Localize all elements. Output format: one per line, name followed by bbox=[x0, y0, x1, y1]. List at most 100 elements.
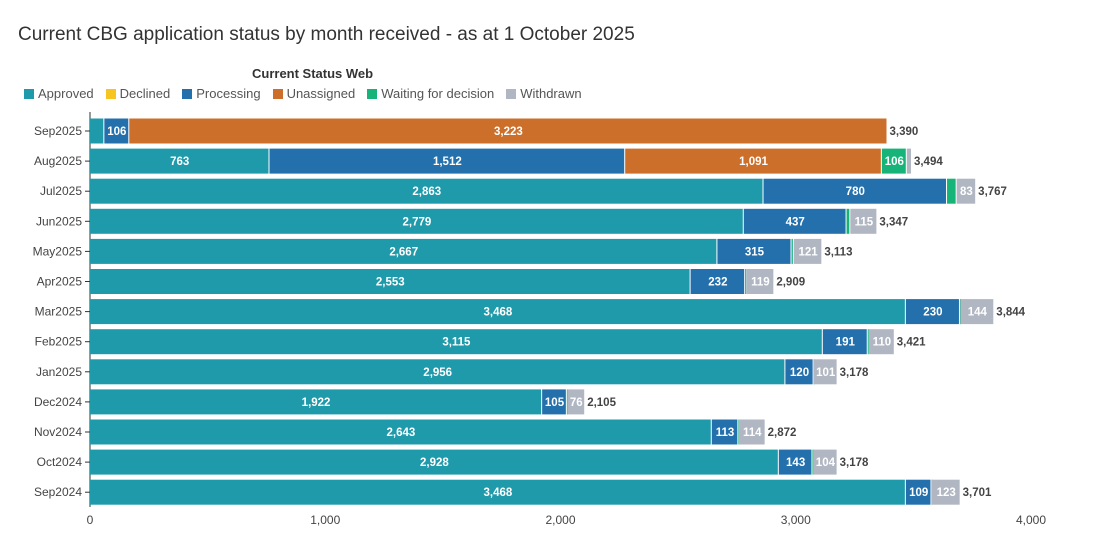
bar-segment-approved bbox=[90, 118, 104, 144]
y-tick-label: Sep2024 bbox=[34, 485, 82, 499]
bar-segment-processing bbox=[542, 389, 566, 415]
bar-segment-waiting-for-decision bbox=[881, 148, 906, 174]
y-tick-label: Jul2025 bbox=[40, 184, 82, 198]
data-label: 232 bbox=[708, 277, 727, 289]
legend-label: Unassigned bbox=[286, 86, 356, 101]
bar-segment-withdrawn bbox=[906, 148, 911, 174]
total-label: 3,178 bbox=[840, 367, 869, 379]
bar-segment-unassigned bbox=[625, 148, 881, 174]
legend-item[interactable]: Withdrawn bbox=[506, 86, 582, 101]
bar-segment-waiting-for-decision bbox=[791, 238, 793, 264]
data-label: 104 bbox=[816, 457, 836, 469]
legend-item[interactable]: Waiting for decision bbox=[367, 86, 494, 101]
y-tick-label: Apr2025 bbox=[37, 275, 83, 289]
data-label: 2,779 bbox=[402, 216, 431, 228]
bar-segment-withdrawn bbox=[813, 449, 837, 475]
x-tick-label: 1,000 bbox=[310, 513, 340, 527]
bar-segment-processing bbox=[104, 118, 129, 144]
y-tick-label: Aug2025 bbox=[34, 154, 82, 168]
bar-segment-processing bbox=[690, 269, 745, 294]
total-label: 3,113 bbox=[824, 246, 852, 258]
data-label: 106 bbox=[107, 126, 126, 138]
data-label: 143 bbox=[786, 457, 805, 469]
bar-segment-withdrawn bbox=[738, 419, 765, 445]
total-label: 3,421 bbox=[897, 337, 926, 349]
data-label: 113 bbox=[716, 427, 735, 439]
y-tick-label: Oct2024 bbox=[37, 455, 83, 469]
data-label: 437 bbox=[786, 216, 805, 228]
data-label: 1,512 bbox=[433, 156, 462, 168]
data-label: 230 bbox=[923, 307, 942, 319]
bar-segment-approved bbox=[90, 389, 542, 415]
bar-segment-unassigned bbox=[129, 118, 887, 144]
total-label: 3,178 bbox=[840, 457, 869, 469]
total-label: 3,701 bbox=[963, 487, 992, 499]
bar-segment-approved bbox=[90, 419, 711, 445]
data-label: 106 bbox=[885, 156, 904, 168]
data-label: 1,091 bbox=[739, 156, 768, 168]
bar-segment-processing bbox=[269, 148, 625, 174]
legend-swatch bbox=[105, 88, 116, 99]
data-label: 110 bbox=[873, 337, 892, 349]
y-tick-label: Jun2025 bbox=[36, 214, 82, 228]
data-label: 315 bbox=[745, 246, 765, 258]
data-label: 115 bbox=[855, 216, 874, 228]
data-label: 76 bbox=[570, 397, 583, 409]
x-tick-label: 2,000 bbox=[545, 513, 575, 527]
bar-segment-waiting-for-decision bbox=[812, 449, 814, 475]
y-tick-label: May2025 bbox=[33, 244, 83, 258]
bar-segment-processing bbox=[743, 208, 846, 234]
legend-item[interactable]: Declined bbox=[105, 86, 170, 101]
legend-label: Withdrawn bbox=[520, 86, 582, 101]
total-label: 3,844 bbox=[996, 307, 1025, 319]
chart-title: Current CBG application status by month … bbox=[18, 24, 635, 45]
legend-swatch bbox=[272, 88, 283, 99]
y-tick-label: Sep2025 bbox=[34, 124, 82, 138]
bar-segment-withdrawn bbox=[931, 479, 960, 505]
bar-segment-withdrawn bbox=[960, 299, 994, 325]
bar-segment-processing bbox=[711, 419, 738, 445]
bar-segment-waiting-for-decision bbox=[745, 269, 747, 294]
bar-segment-withdrawn bbox=[956, 178, 976, 204]
data-label: 780 bbox=[846, 186, 865, 198]
y-tick-label: Nov2024 bbox=[34, 425, 82, 439]
bar-segment-waiting-for-decision bbox=[846, 208, 850, 234]
data-label: 2,643 bbox=[386, 427, 415, 439]
y-tick-label: Mar2025 bbox=[35, 305, 83, 319]
data-label: 2,553 bbox=[376, 277, 405, 289]
legend-swatch bbox=[182, 88, 193, 99]
bar-segment-withdrawn bbox=[793, 238, 822, 264]
bar-segment-processing bbox=[785, 359, 813, 385]
bar-segment-approved bbox=[90, 449, 778, 475]
bar-segment-waiting-for-decision bbox=[867, 329, 869, 355]
legend-item[interactable]: Approved bbox=[24, 86, 94, 101]
bar-segment-processing bbox=[905, 299, 959, 325]
data-label: 763 bbox=[170, 156, 189, 168]
legend-swatch bbox=[24, 88, 34, 99]
data-label: 2,667 bbox=[389, 246, 418, 258]
legend-label: Processing bbox=[196, 86, 261, 101]
legend: Approved Declined Processing Unassigned Wait… bbox=[24, 86, 582, 101]
legend-item[interactable]: Unassigned bbox=[272, 86, 356, 101]
total-label: 3,347 bbox=[879, 216, 908, 228]
data-label: 2,928 bbox=[420, 457, 449, 469]
total-label: 2,872 bbox=[768, 427, 797, 439]
legend-item[interactable]: Processing bbox=[182, 86, 261, 101]
data-label: 101 bbox=[816, 367, 836, 379]
bar-segment-approved bbox=[90, 208, 743, 234]
bar-segment-processing bbox=[763, 178, 947, 204]
data-label: 121 bbox=[799, 246, 819, 258]
x-tick-label: 4,000 bbox=[1016, 513, 1046, 527]
bar-segment-processing bbox=[822, 329, 867, 355]
bar-segment-approved bbox=[90, 238, 717, 264]
bar-segment-processing bbox=[778, 449, 812, 475]
bar-segment-withdrawn bbox=[567, 389, 585, 415]
data-label: 144 bbox=[968, 307, 988, 319]
bar-segment-approved bbox=[90, 329, 822, 355]
bar-segment-withdrawn bbox=[813, 359, 837, 385]
legend-swatch bbox=[506, 88, 517, 99]
x-tick-label: 0 bbox=[87, 513, 94, 527]
legend-label: Waiting for decision bbox=[381, 86, 495, 101]
y-tick-label: Jan2025 bbox=[36, 365, 82, 379]
data-label: 3,468 bbox=[484, 307, 513, 319]
